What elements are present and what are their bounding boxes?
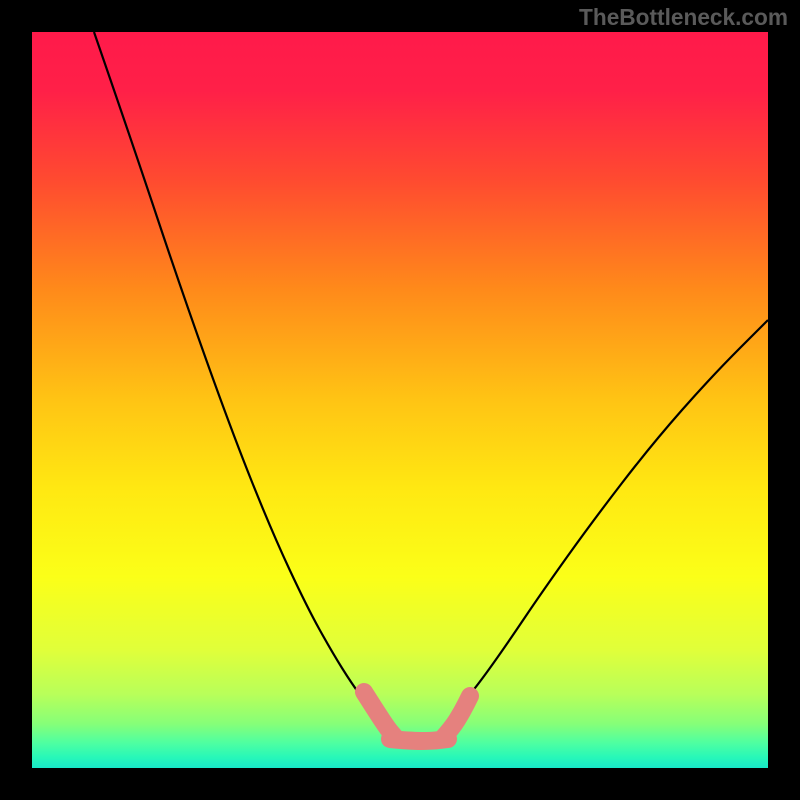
bottleneck-curve-left [94,32,380,719]
plot-area [32,32,768,768]
optimal-zone-highlight [364,692,470,741]
bottleneck-curve-right [450,320,768,719]
watermark-text: TheBottleneck.com [579,4,788,31]
curve-layer [32,32,768,768]
